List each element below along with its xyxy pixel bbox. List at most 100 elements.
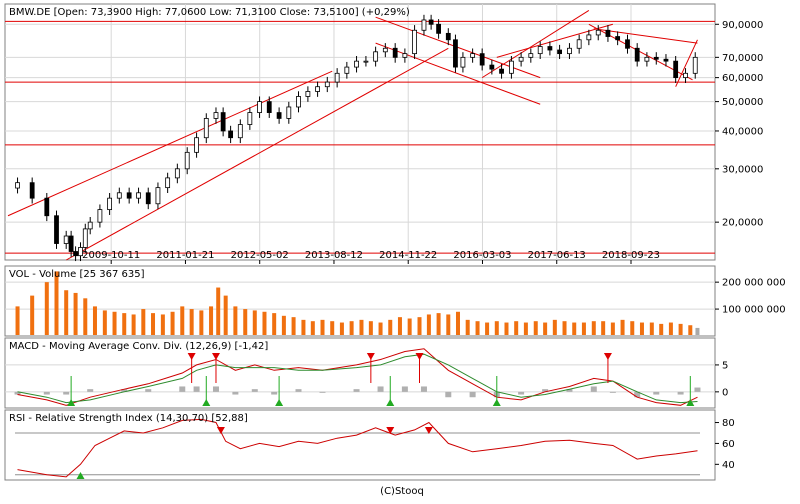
volume-y-tick-label: 200 000 000 — [722, 278, 786, 289]
candle-body — [220, 112, 226, 132]
candle-body — [276, 112, 282, 119]
volume-bar — [151, 313, 156, 335]
volume-bars — [15, 271, 700, 335]
price-candles — [15, 14, 698, 262]
rsi-line — [17, 418, 698, 478]
volume-bar — [359, 319, 364, 335]
volume-bar — [688, 325, 693, 335]
price-candle — [107, 193, 113, 215]
candle-body — [237, 124, 243, 139]
price-trendline — [481, 9, 590, 79]
macd-histogram-bar — [121, 389, 128, 392]
volume-bar — [243, 309, 248, 335]
price-candle — [605, 25, 611, 42]
price-candle — [382, 43, 388, 58]
volume-bar — [15, 306, 20, 335]
candle-body — [247, 112, 253, 125]
price-grid — [5, 4, 715, 260]
price-candle — [296, 91, 301, 113]
volume-bar — [272, 313, 277, 335]
rsi-y-axis: 40 60 80 — [715, 418, 735, 471]
price-candle — [194, 132, 199, 158]
volume-bar — [310, 321, 315, 335]
candle-body — [78, 247, 83, 257]
candle-body — [29, 182, 35, 199]
volume-bar — [630, 321, 635, 335]
rsi-grid — [15, 432, 700, 476]
macd-sell-marker — [415, 353, 424, 360]
candle-body — [470, 53, 476, 58]
volume-bar — [102, 310, 107, 335]
price-candle — [499, 63, 504, 79]
volume-bar — [216, 287, 221, 335]
volume-bar — [649, 322, 654, 335]
price-candle — [518, 52, 524, 67]
price-candle — [266, 96, 272, 118]
candle-body — [82, 228, 88, 248]
macd-sell-marker — [366, 353, 375, 360]
candle-body — [576, 39, 582, 49]
macd-histogram-bar — [212, 386, 219, 392]
price-y-tick-label: 40,0000 — [722, 126, 763, 137]
macd-sell-marker — [211, 353, 220, 360]
volume-bar — [170, 311, 175, 335]
candle-body — [194, 137, 199, 153]
price-y-tick-label: 20,0000 — [722, 218, 763, 229]
rsi-buy-marker — [76, 472, 85, 479]
candle-body — [373, 51, 379, 62]
price-candle — [87, 216, 93, 235]
volume-bar — [446, 314, 451, 335]
candle-body — [567, 47, 572, 55]
volume-bar — [378, 322, 383, 335]
price-candle — [174, 163, 180, 184]
candle-body — [266, 101, 272, 113]
volume-bar — [388, 319, 393, 335]
price-candle — [595, 25, 601, 41]
candle-body — [296, 96, 301, 108]
volume-bar — [252, 310, 257, 335]
macd-buy-marker — [386, 399, 395, 406]
volume-panel-title: VOL - Volume [25 367 635] — [9, 269, 145, 280]
volume-bar — [475, 321, 480, 335]
price-horizontal-lines — [5, 20, 715, 254]
candle-body — [634, 47, 640, 62]
price-trendline — [675, 39, 698, 87]
rsi-y-tick-label: 80 — [722, 418, 735, 429]
macd-histogram-bar — [353, 389, 360, 392]
candle-body — [286, 106, 292, 119]
candle-body — [228, 130, 234, 139]
macd-buy-marker — [686, 399, 695, 406]
macd-histogram-bar — [87, 389, 94, 392]
rsi-y-tick-label: 40 — [722, 460, 735, 471]
price-candle — [68, 230, 74, 257]
volume-bar — [465, 319, 470, 335]
macd-buy-marker — [275, 399, 284, 406]
candle-body — [392, 47, 398, 58]
macd-histogram-bar — [694, 387, 701, 392]
price-panel-title: BMW.DE [Open: 73,3900 High: 77,0600 Low:… — [9, 7, 410, 18]
price-candle — [373, 46, 379, 67]
price-candle — [460, 52, 466, 73]
price-candle — [54, 210, 59, 249]
price-candle — [363, 55, 369, 67]
macd-signal-line — [17, 353, 698, 404]
macd-histogram-bar — [634, 391, 641, 398]
rsi-sell-marker — [424, 427, 433, 434]
volume-y-tick-label: 100 000 000 — [722, 305, 786, 316]
price-x-tick-label: 2017-06-13 — [528, 250, 586, 261]
candle-body — [184, 151, 190, 170]
candle-body — [54, 215, 59, 244]
price-trendline — [593, 28, 698, 44]
candle-body — [625, 39, 630, 49]
volume-bar — [83, 298, 88, 335]
macd-histogram-bar — [653, 391, 660, 395]
price-x-axis: 2009-10-11 2011-01-21 2012-05-02 2013-08-12… — [82, 250, 660, 264]
price-candle — [354, 55, 359, 73]
rsi-sell-marker — [386, 427, 395, 434]
price-y-axis: 20,0000 30,0000 40,0000 50,0000 60,0000 70,00… — [715, 20, 763, 229]
price-candle — [78, 242, 83, 262]
volume-bar — [160, 314, 165, 335]
volume-bar — [349, 321, 354, 335]
price-candle — [344, 61, 350, 79]
